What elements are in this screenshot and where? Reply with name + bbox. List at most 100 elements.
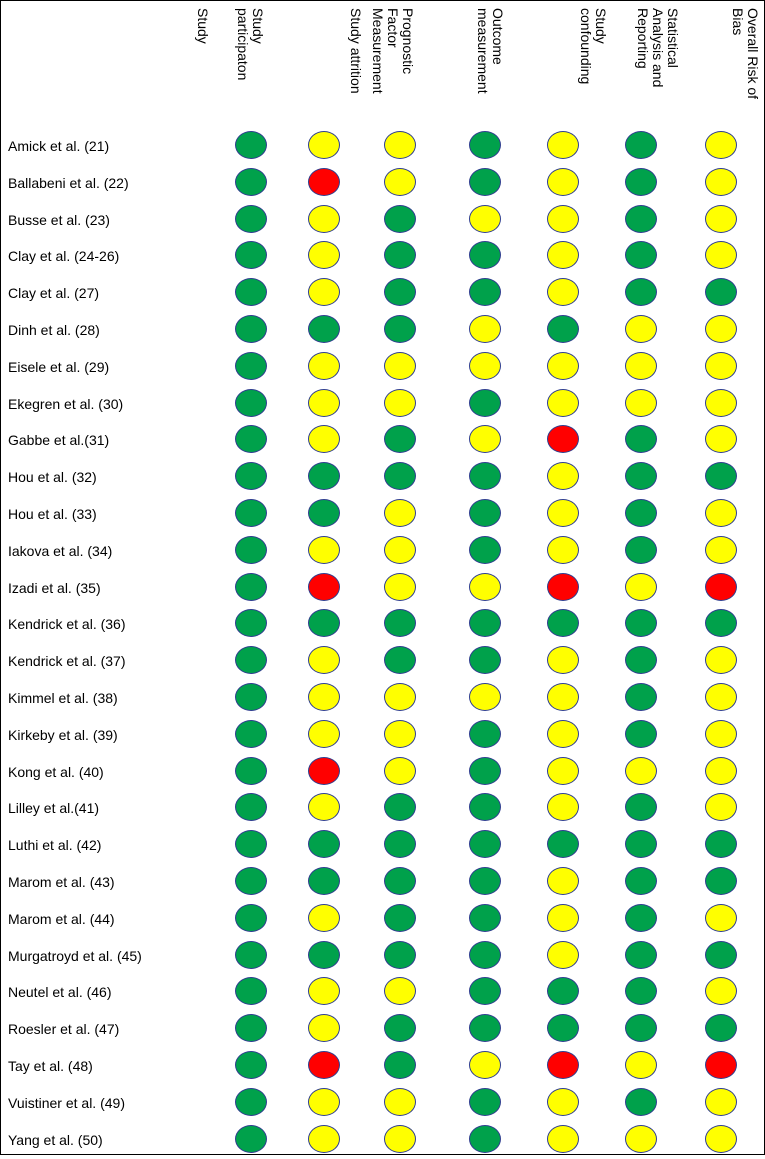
rating-dot-green [625,241,657,270]
rating-dot-green [705,1014,737,1043]
study-row: Tay et al. (48) [0,1048,765,1085]
rating-dot-green [469,535,501,564]
rating-dot-green [625,646,657,675]
rating-dot-green [625,204,657,233]
rating-dot-green [469,903,501,932]
rating-dot-green [384,204,416,233]
study-row: Clay et al. (24-26) [0,238,765,275]
rating-dot-green [235,462,267,491]
study-label: Tay et al. (48) [8,1058,93,1074]
rating-dot-green [235,609,267,638]
rating-dot-green [625,903,657,932]
rating-dot-green [235,867,267,895]
rating-dot-yellow [308,683,340,711]
rating-dot-yellow [705,977,737,1006]
rating-dot-green [384,903,416,932]
study-label: Ballabeni et al. (22) [8,174,129,191]
rating-dot-green [384,278,416,307]
rating-dot-green [235,683,267,711]
rating-dot-green [625,425,657,454]
rating-dot-green [235,204,267,233]
column-header-row: Study Study participaton Study attrition Pr… [0,0,765,120]
study-row: Eisele et al. (29) [0,349,765,386]
rating-dot-yellow [547,683,579,711]
rating-dot-green [235,977,267,1006]
rating-dot-green [625,535,657,564]
column-header-0: Study [195,8,211,114]
rating-dot-yellow [384,167,416,196]
rating-dot-yellow [547,204,579,233]
column-header-2: Study attrition [348,8,364,114]
rating-dot-yellow [547,1124,579,1153]
rating-dot-yellow [384,683,416,711]
rating-dot-yellow [705,167,737,196]
rating-dot-yellow [469,315,501,343]
study-label: Kimmel et al. (38) [8,690,118,706]
study-row: Marom et al. (44) [0,901,765,938]
rating-dot-green [235,535,267,564]
rating-dot-yellow [308,1087,340,1116]
rating-dot-yellow [308,903,340,932]
rating-dot-green [469,940,501,969]
rating-dot-green [235,830,267,859]
rating-dot-green [235,572,267,601]
rating-dot-yellow [625,1124,657,1153]
study-label: Luthi et al. (42) [8,837,102,854]
rating-dot-green [625,719,657,748]
rating-dot-yellow [308,388,340,417]
rating-dot-yellow [384,535,416,564]
rating-dot-green [384,1014,416,1043]
rating-dot-yellow [308,204,340,233]
rating-dot-green [308,867,340,895]
column-header-5: Study confounding [578,8,609,114]
column-header-label: Statistical Analysis and Reporting [635,8,681,88]
rating-dot-yellow [705,1087,737,1116]
rating-dot-yellow [384,756,416,785]
column-header-label: Overall Risk of Bias [730,8,761,100]
rating-dot-yellow [705,1124,737,1153]
rating-dot-green [384,867,416,895]
rating-dot-green [235,167,267,196]
rating-dot-yellow [705,683,737,711]
rating-dot-green [308,940,340,969]
rating-dot-green [235,388,267,417]
rating-dot-yellow [705,719,737,748]
study-label: Murgatroyd et al. (45) [8,947,142,964]
rating-dot-green [235,131,267,159]
column-header-label: Study [195,8,211,44]
study-label: Kendrick et al. (36) [8,616,126,633]
rating-dot-green [625,278,657,307]
rating-dot-green [235,315,267,343]
rating-dot-green [625,867,657,895]
study-row: Vuistiner et al. (49) [0,1085,765,1122]
column-header-6: Statistical Analysis and Reporting [635,8,681,114]
rating-dot-yellow [547,388,579,417]
rating-dot-yellow [384,131,416,159]
rating-dot-yellow [547,241,579,270]
rating-dot-green [705,462,737,491]
rating-dot-green [384,1051,416,1079]
rating-dot-green [235,1051,267,1079]
rating-dot-green [469,278,501,307]
rating-dot-yellow [705,241,737,270]
rating-dot-yellow [705,425,737,454]
rating-dot-yellow [308,1124,340,1153]
study-row: Izadi et al. (35) [0,570,765,607]
rating-dot-green [235,499,267,527]
rating-dot-green [705,830,737,859]
rating-dot-yellow [384,499,416,527]
rating-dot-green [235,1124,267,1153]
column-header-label: Outcome measurement [475,8,506,94]
study-label: Hou et al. (33) [8,506,97,522]
rating-dot-yellow [547,535,579,564]
rating-dot-yellow [705,756,737,785]
rating-dot-green [547,315,579,343]
rating-dot-yellow [705,499,737,527]
study-row: Hou et al. (33) [0,496,765,533]
rating-dot-yellow [308,977,340,1006]
study-row: Dinh et al. (28) [0,312,765,349]
rating-dot-green [469,131,501,159]
rating-dot-yellow [705,351,737,380]
rating-dot-green [625,683,657,711]
rating-dot-green [235,793,267,822]
